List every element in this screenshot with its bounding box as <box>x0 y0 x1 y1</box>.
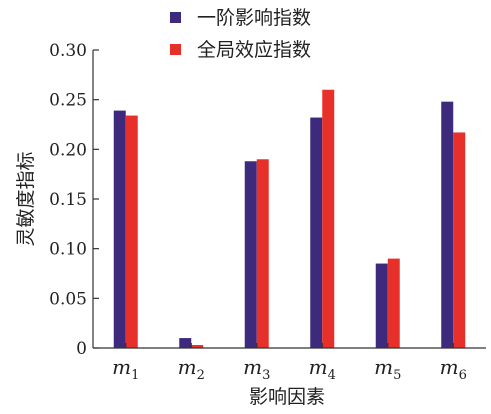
legend-swatch-1 <box>170 12 181 23</box>
bar-m4-series-1 <box>310 117 323 349</box>
x-tick-label: m4 <box>309 355 336 383</box>
x-axis-title: 影响因素 <box>249 386 325 408</box>
bar-m5-series-1 <box>375 263 388 348</box>
bar-m3-series-1 <box>244 161 257 348</box>
y-tick-label: 0.15 <box>49 190 87 210</box>
legend-swatch-2 <box>170 44 181 55</box>
bar-m3-series-2 <box>256 159 269 348</box>
bar-m6-series-1 <box>441 101 454 348</box>
legend-label-2: 全局效应指数 <box>197 39 311 61</box>
bar-m2-series-1 <box>179 338 192 348</box>
x-tick-label: m1 <box>112 355 139 383</box>
y-axis-title: 灵敏度指标 <box>15 151 37 246</box>
x-tick-label: m5 <box>374 355 401 383</box>
y-tick-label: 0.20 <box>49 140 87 160</box>
bar-m2-series-2 <box>191 345 204 348</box>
legend-label-1: 一阶影响指数 <box>197 7 311 29</box>
y-tick-label: 0.10 <box>49 240 87 260</box>
bar-m1-series-1 <box>113 110 126 349</box>
bar-m1-series-2 <box>125 115 138 348</box>
y-tick-label: 0.05 <box>49 289 87 309</box>
bar-m4-series-2 <box>322 89 335 348</box>
x-tick-label: m2 <box>178 355 205 383</box>
x-tick-label: m3 <box>243 355 270 383</box>
x-tick-label: m6 <box>440 355 467 383</box>
bar-m5-series-2 <box>387 258 400 348</box>
bar-m6-series-2 <box>453 132 466 348</box>
y-tick-label: 0 <box>76 339 87 359</box>
y-tick-label: 0.30 <box>49 41 87 61</box>
bars <box>113 89 466 349</box>
axes: 0 0.05 0.10 0.15 0.20 0.25 0.30 m1 m2 m3 m4 m5 m6 <box>49 41 486 383</box>
y-tick-label: 0.25 <box>49 91 87 111</box>
